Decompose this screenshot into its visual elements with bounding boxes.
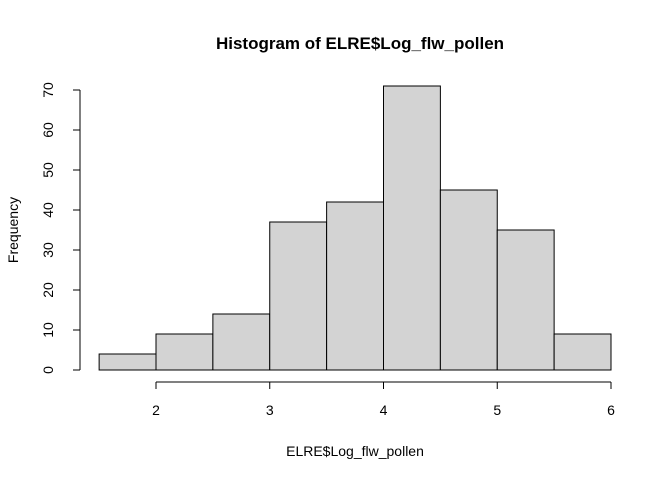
y-tick-label: 20 (40, 282, 56, 298)
bars-group (98, 85, 612, 371)
y-tick-label: 70 (40, 82, 56, 98)
histogram-bar-4 (269, 221, 328, 371)
histogram-bar-1 (98, 353, 157, 371)
y-tick-label: 0 (40, 366, 56, 374)
y-tick-label: 30 (40, 242, 56, 258)
x-axis-label: ELRE$Log_flw_pollen (286, 443, 424, 459)
x-axis: 2 3 4 5 6 (152, 381, 615, 418)
x-tick-label: 2 (152, 402, 160, 418)
x-tick-label: 6 (607, 402, 615, 418)
y-tick-label: 10 (40, 322, 56, 338)
y-axis-label: Frequency (5, 197, 21, 263)
histogram-bar-6 (383, 85, 441, 371)
x-tick-label: 4 (380, 402, 388, 418)
histogram-bar-9 (553, 333, 612, 371)
y-tick-label: 40 (40, 202, 56, 218)
histogram-bar-2 (155, 333, 214, 371)
y-tick-label: 60 (40, 122, 56, 138)
x-tick-label: 5 (493, 402, 501, 418)
y-tick-label: 50 (40, 162, 56, 178)
histogram-bar-7 (439, 189, 498, 371)
histogram-bar-8 (496, 229, 555, 371)
chart-title: Histogram of ELRE$Log_flw_pollen (216, 34, 504, 53)
y-axis: 0 10 20 30 40 50 60 70 (40, 82, 81, 374)
histogram-bar-3 (212, 313, 271, 371)
x-tick-label: 3 (266, 402, 274, 418)
histogram-bar-5 (326, 201, 384, 371)
